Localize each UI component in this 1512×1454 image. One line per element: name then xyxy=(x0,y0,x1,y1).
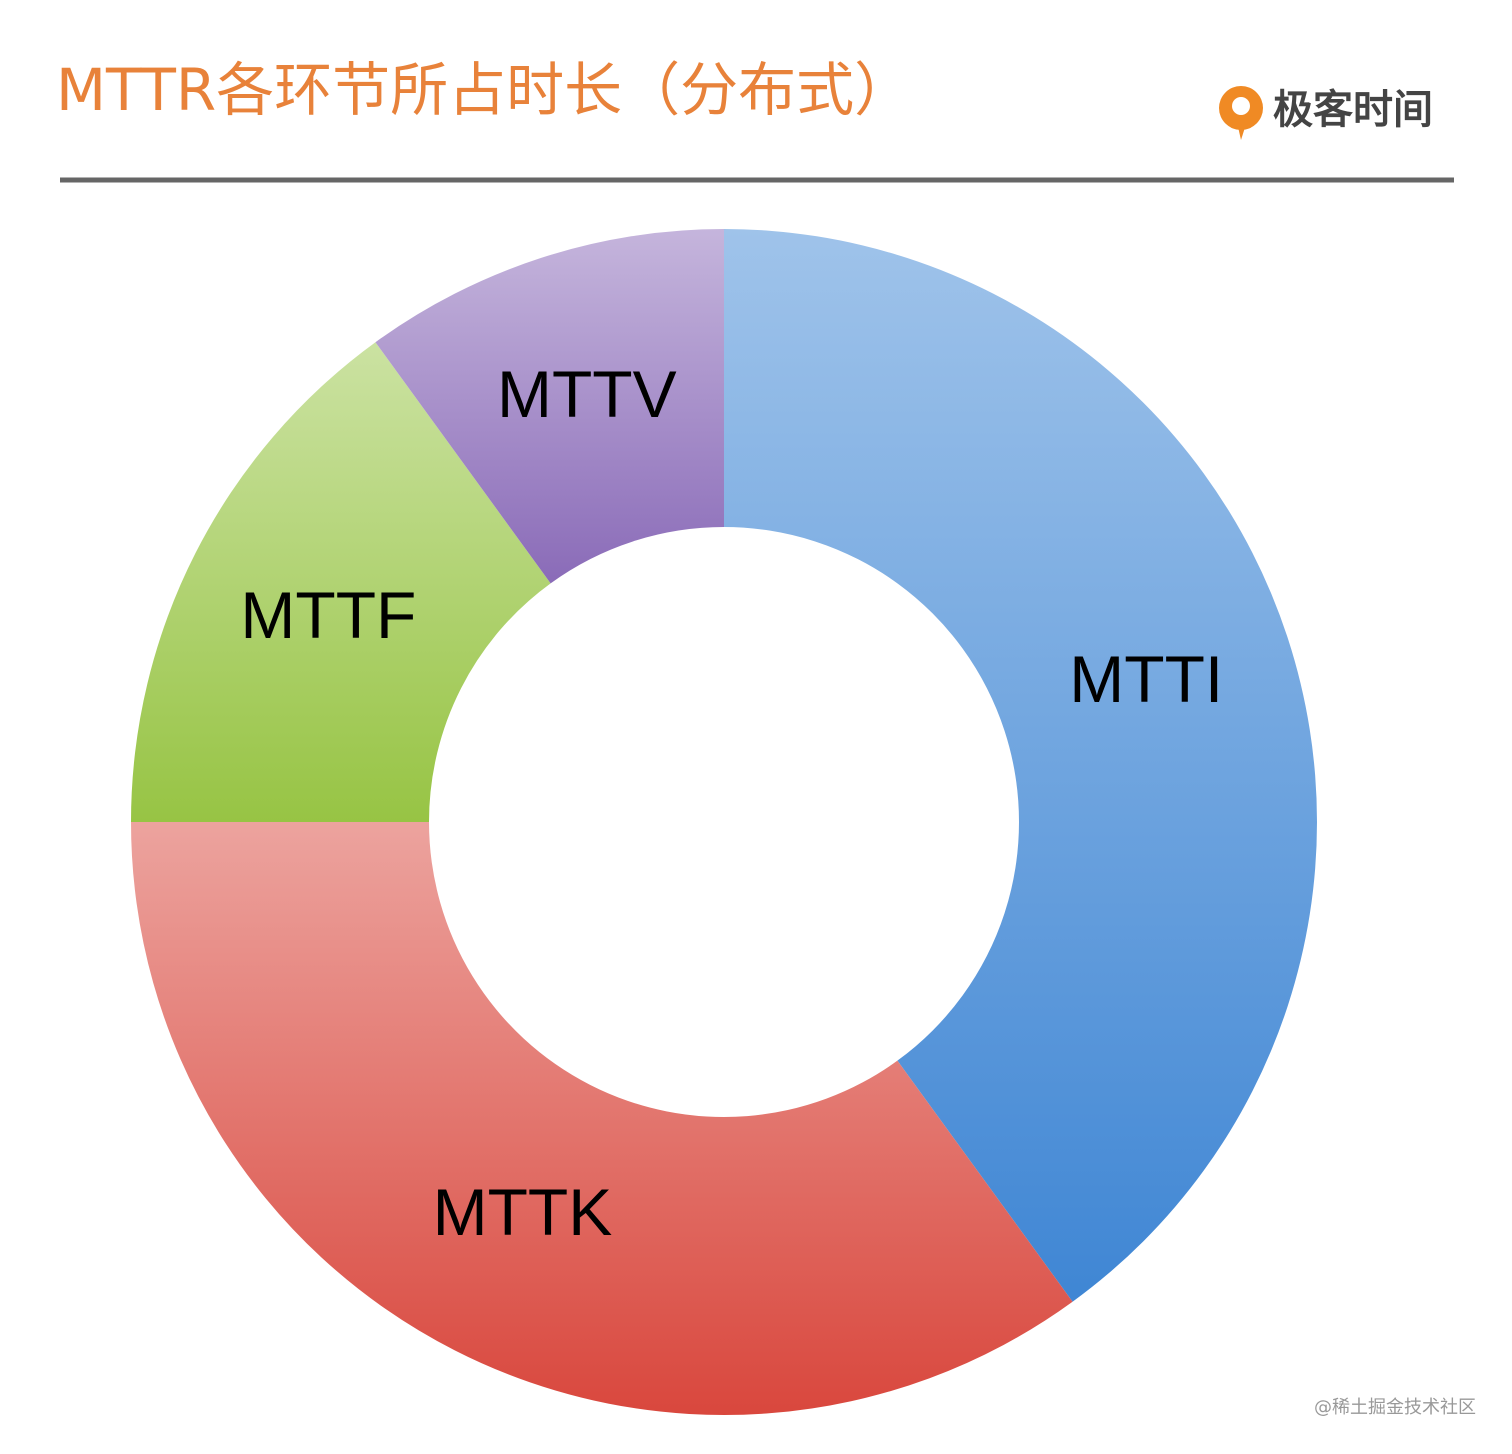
slice-label: MTTV xyxy=(497,357,677,431)
slice xyxy=(375,229,724,584)
slice xyxy=(724,229,1317,1302)
chart-title: MTTR各环节所占时长（分布式） xyxy=(56,56,912,124)
slice-label: MTTF xyxy=(240,578,416,652)
logo-icon-tail xyxy=(1236,118,1248,140)
slice-label: MTTI xyxy=(1069,642,1223,716)
slice xyxy=(131,822,1073,1415)
slice-label: MTTK xyxy=(433,1175,613,1249)
donut-chart: MTTI MTTK MTTF MTTV xyxy=(131,229,1317,1415)
logo-icon-hole xyxy=(1232,97,1250,115)
watermark: @稀土掘金技术社区 xyxy=(1314,1397,1476,1418)
logo: 极客时间 xyxy=(1219,86,1433,140)
logo-text: 极客时间 xyxy=(1273,87,1433,133)
slice xyxy=(131,342,551,822)
